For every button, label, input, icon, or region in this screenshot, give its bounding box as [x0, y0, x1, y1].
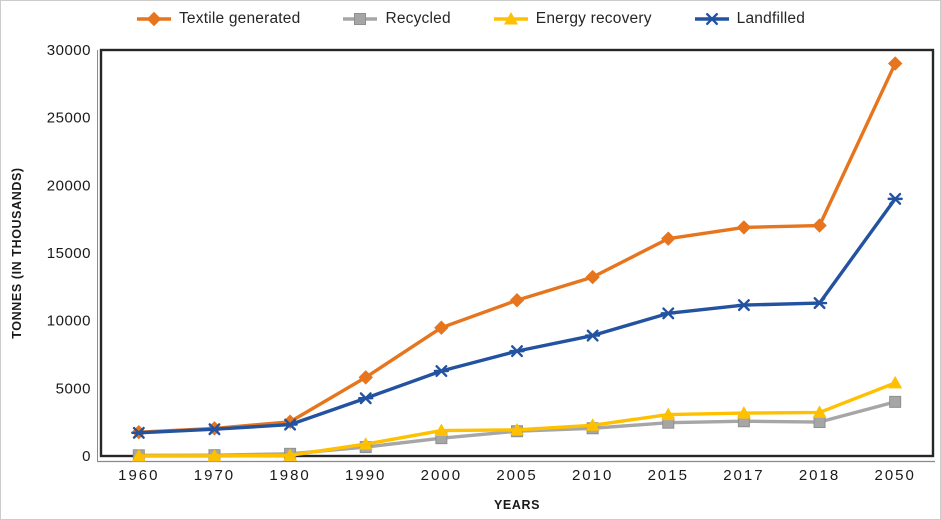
y-tick-label: 15000 [47, 245, 91, 262]
legend-label: Textile generated [178, 10, 301, 27]
asterisk-marker-icon [660, 307, 676, 320]
x-tick-label: 2010 [572, 467, 613, 484]
square-marker-icon [889, 395, 902, 408]
diamond-marker-icon [661, 231, 676, 246]
diamond-marker-icon [509, 293, 525, 308]
triangle-marker-icon [585, 418, 600, 431]
legend-item-landfilled: Landfilled [694, 10, 805, 28]
x-tick-label: 1960 [118, 467, 159, 484]
y-tick-label: 5000 [56, 380, 91, 397]
y-tick-label: 30000 [47, 42, 91, 59]
x-tick-label: 1990 [345, 467, 386, 484]
diamond-marker-icon [812, 218, 827, 233]
asterisk-marker-icon [811, 297, 828, 310]
asterisk-marker-icon [206, 423, 223, 436]
legend-label: Landfilled [736, 10, 806, 27]
series-layer [131, 56, 903, 462]
asterisk-marker-icon [433, 365, 450, 378]
y-tick-label: 10000 [47, 313, 91, 330]
triangle-marker-icon [736, 406, 751, 419]
x-tick-label: 1970 [194, 467, 235, 484]
ticks-layer: 0 5000 10000 15000 20000 25000 30000 1960 1970 19… [47, 42, 915, 484]
triangle-marker-icon [358, 437, 373, 450]
y-tick-label: 20000 [47, 177, 91, 194]
legend-item-energy-recovery: Energy recovery [493, 10, 652, 28]
diamond-marker-icon [887, 56, 903, 71]
y-tick-label: 25000 [47, 110, 91, 127]
asterisk-marker-icon [282, 418, 298, 431]
x-tick-label: 2005 [496, 467, 537, 484]
y-axis-title: TONNES (IN THOUSANDS) [10, 167, 24, 338]
asterisk-marker-icon [584, 329, 601, 342]
legend-label: Energy recovery [535, 10, 652, 27]
asterisk-marker-icon [131, 426, 147, 439]
diamond-marker-icon [585, 269, 600, 285]
x-axis-title: YEARS [494, 498, 540, 512]
x-tick-label: 1980 [269, 467, 310, 484]
triangle-marker-icon [434, 423, 449, 437]
x-tick-label: 2017 [723, 467, 764, 484]
triangle-legend-marker-icon [493, 12, 528, 25]
x-tick-label: 2015 [648, 467, 689, 484]
legend-label: Recycled [385, 10, 451, 27]
square-marker-icon [813, 416, 826, 429]
asterisk-marker-icon [509, 345, 525, 358]
chart-legend: Textile generated Recycled Energy recovery… [1, 7, 940, 31]
diamond-legend-marker-icon [136, 11, 171, 27]
triangle-marker-icon [661, 407, 676, 421]
asterisk-legend-marker-icon [694, 12, 729, 26]
x-tick-label: 2000 [421, 467, 462, 484]
triangle-marker-icon [812, 405, 827, 418]
triangle-marker-icon [207, 449, 222, 462]
square-legend-marker-icon [343, 13, 378, 25]
y-tick-label: 0 [82, 448, 91, 465]
series-energy-recovery [131, 375, 903, 462]
x-tick-label: 2050 [874, 467, 915, 484]
triangle-marker-icon [283, 448, 298, 461]
legend-item-recycled: Recycled [342, 10, 451, 28]
series-landfilled [131, 192, 903, 439]
x-tick-label: 2018 [799, 467, 840, 484]
diamond-marker-icon [434, 320, 449, 335]
legend-item-textile-generated: Textile generated [136, 10, 300, 28]
asterisk-marker-icon [358, 392, 374, 405]
diamond-marker-icon [358, 370, 373, 385]
asterisk-marker-icon [736, 299, 752, 312]
triangle-marker-icon [510, 422, 524, 436]
triangle-marker-icon [131, 449, 146, 462]
diamond-marker-icon [736, 220, 752, 235]
triangle-marker-icon [888, 375, 903, 389]
plot-area-border [99, 48, 935, 458]
asterisk-marker-icon [887, 192, 903, 205]
